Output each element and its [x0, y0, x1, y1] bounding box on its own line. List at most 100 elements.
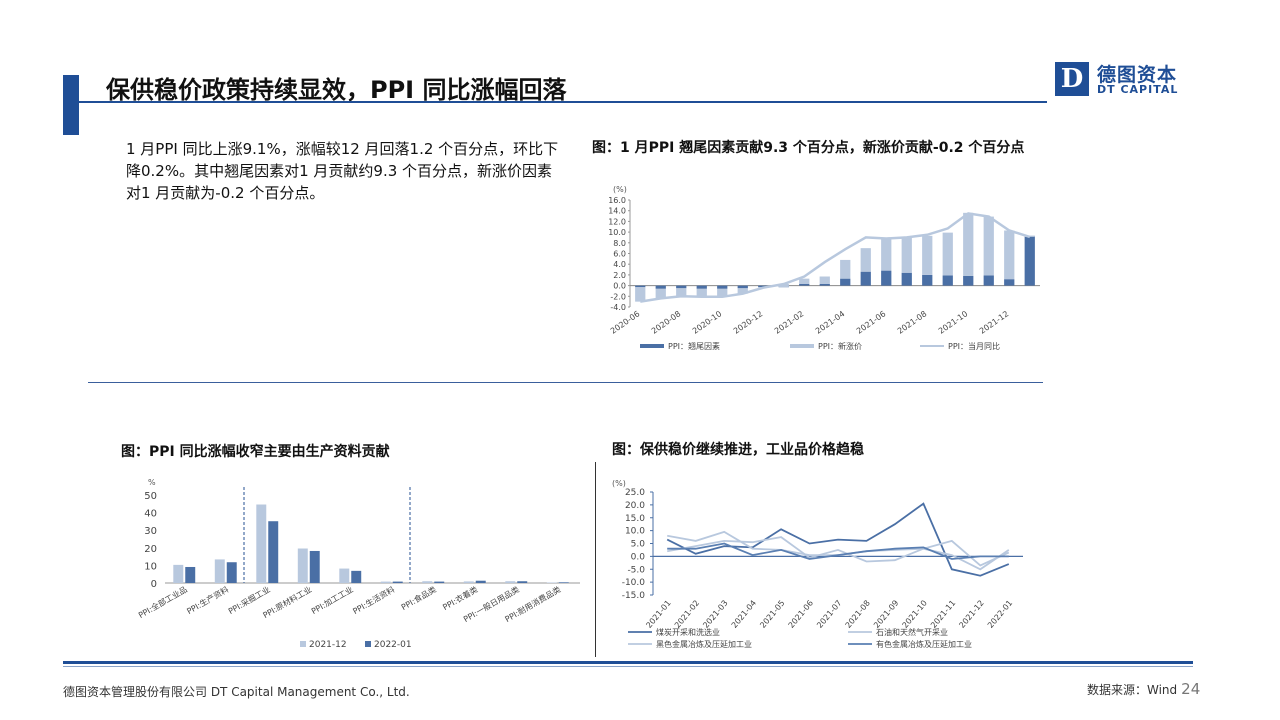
y-tick-label: 8.0: [613, 239, 626, 248]
y-tick-label: 50: [144, 491, 157, 502]
bar-tail-factor: [1004, 279, 1015, 286]
bar-new-price-factor: [819, 276, 830, 284]
bar-2021-12: [546, 582, 557, 583]
bar-new-price-factor: [963, 212, 974, 276]
chart-sectors-title: 图：PPI 同比涨幅收窄主要由生产资料贡献: [121, 444, 390, 460]
footer-source: 数据来源：Wind 24: [1087, 680, 1200, 698]
legend-swatch: [640, 344, 664, 348]
x-tick-label: 2021-06: [787, 599, 815, 630]
bar-tail-factor: [860, 271, 871, 286]
bar-new-price-factor: [881, 238, 892, 271]
x-tick-label: PPI:加工工业: [309, 584, 354, 616]
bar-tail-factor: [635, 285, 646, 288]
bar-2021-12: [256, 504, 267, 583]
legend-label: 有色金属冶炼及压延加工业: [876, 639, 972, 649]
bar-2022-01: [558, 582, 569, 583]
chart-sectors: %50403020100PPI:全部工业品PPI:生产资料PPI:采掘工业PPI…: [136, 478, 580, 650]
x-tick-label: 2021-04: [730, 599, 758, 630]
legend-swatch: [790, 344, 814, 348]
x-tick-label: PPI:食品类: [399, 584, 438, 612]
y-tick-label: 10: [144, 561, 157, 572]
bar-new-price-factor: [778, 283, 789, 288]
bar-tail-factor: [737, 285, 748, 289]
footer-rule: [63, 661, 1193, 664]
bar-new-price-factor: [942, 232, 953, 276]
x-tick-label: 2021-02: [673, 599, 701, 630]
line-series: [666, 502, 1010, 577]
bar-new-price-factor: [696, 288, 707, 297]
x-tick-label: PPI:全部工业品: [136, 584, 188, 620]
x-tick-label: 2021-12: [957, 599, 985, 630]
bar-2021-12: [173, 564, 184, 583]
bar-2022-01: [475, 580, 486, 583]
bar-2022-01: [434, 581, 445, 583]
y-tick-label: 20.0: [625, 501, 645, 511]
logo-english-name: DT CAPITAL: [1097, 83, 1179, 96]
y-unit-label: (%): [612, 479, 626, 488]
y-tick-label: 0.0: [631, 552, 646, 562]
title-rule: [79, 101, 1047, 103]
y-tick-label: 15.0: [625, 514, 645, 524]
bar-2021-12: [214, 559, 225, 583]
y-tick-label: -15.0: [622, 591, 646, 601]
y-tick-label: 40: [144, 509, 157, 520]
legend-label: 煤炭开采和洗选业: [656, 627, 720, 637]
bar-tail-factor: [758, 285, 769, 288]
bar-tail-factor: [840, 278, 851, 286]
bar-2021-12: [297, 548, 308, 583]
legend-label: 2022-01: [374, 640, 412, 650]
bar-tail-factor: [922, 274, 933, 286]
legend-label: 石油和天然气开采业: [876, 627, 948, 637]
bar-2021-12: [463, 581, 474, 583]
bar-new-price-factor: [737, 288, 748, 294]
bar-tail-factor: [717, 285, 728, 289]
x-tick-label: 2020-08: [650, 309, 683, 336]
x-tick-label: 2021-12: [978, 309, 1011, 336]
bar-tail-factor: [655, 285, 666, 289]
x-tick-label: 2022-01: [986, 599, 1014, 630]
x-tick-label: 2021-07: [815, 599, 843, 630]
bar-new-price-factor: [799, 278, 810, 284]
bar-tail-factor: [1024, 235, 1035, 286]
x-tick-label: 2020-12: [732, 309, 765, 336]
y-tick-label: 25.0: [625, 488, 645, 498]
bar-2022-01: [268, 521, 279, 583]
x-tick-label: PPI:生活资料: [351, 584, 396, 616]
bar-2021-12: [339, 568, 350, 583]
bar-tail-factor: [799, 283, 810, 286]
footer-company: 德图资本管理股份有限公司 DT Capital Management Co., …: [63, 685, 410, 699]
legend-label: PPI：当月同比: [948, 341, 1000, 351]
x-tick-label: 2021-09: [872, 599, 900, 630]
x-tick-label: 2020-06: [609, 309, 642, 336]
bar-2022-01: [185, 566, 196, 583]
y-unit-label: %: [148, 478, 156, 487]
legend-swatch: [300, 641, 306, 647]
x-tick-label: 2021-10: [937, 309, 970, 336]
footer-rule-thin: [63, 666, 1193, 667]
y-tick-label: -5.0: [627, 565, 645, 575]
bar-tail-factor: [901, 272, 912, 286]
data-source: 数据来源：Wind: [1087, 683, 1178, 697]
y-tick-label: -2.0: [610, 292, 626, 301]
y-unit-label: (%): [613, 185, 627, 194]
y-tick-label: -4.0: [610, 303, 626, 312]
y-tick-label: 10.0: [608, 228, 626, 237]
bar-2022-01: [517, 581, 528, 583]
bar-new-price-factor: [717, 288, 728, 297]
y-tick-label: 12.0: [608, 217, 626, 226]
y-tick-label: -10.0: [622, 578, 646, 588]
bar-2022-01: [226, 562, 237, 583]
bar-new-price-factor: [901, 237, 912, 273]
bar-2022-01: [351, 570, 362, 583]
y-tick-label: 30: [144, 526, 157, 537]
x-tick-label: 2021-08: [844, 599, 872, 630]
title-accent-bar: [63, 75, 79, 135]
bar-tail-factor: [963, 275, 974, 286]
y-tick-label: 4.0: [613, 260, 626, 269]
bar-2021-12: [505, 581, 516, 583]
x-tick-label: PPI:生产资料: [185, 584, 230, 616]
page-title: 保供稳价政策持续显效，PPI 同比涨幅回落: [106, 76, 567, 104]
bar-2022-01: [309, 550, 320, 583]
bar-tail-factor: [983, 275, 994, 286]
chart-contrib: (%) 16.0 14.012.0 10.0 8.0 6.04.0 2.0 0.0-2.0 -4…: [608, 185, 1040, 351]
